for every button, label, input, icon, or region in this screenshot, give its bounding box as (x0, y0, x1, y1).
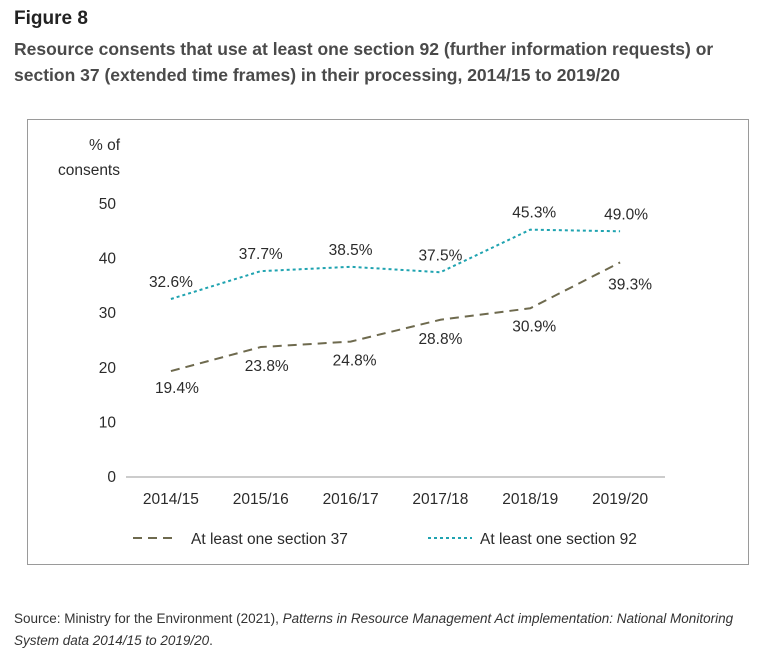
y-tick-label: 10 (99, 414, 117, 431)
data-label: 28.8% (418, 331, 462, 348)
y-tick-label: 40 (99, 251, 117, 268)
x-ticks: 2014/15 2015/16 2016/17 2017/18 2018/19 2019/… (143, 491, 649, 508)
y-axis-label-line2: consents (58, 162, 120, 179)
y-tick-label: 0 (107, 469, 116, 486)
legend: At least one section 37 At least one sect… (133, 531, 637, 548)
data-label: 32.6% (149, 274, 193, 291)
data-label: 45.3% (512, 205, 556, 222)
data-label: 19.4% (155, 380, 199, 397)
y-tick-label: 20 (99, 360, 117, 377)
y-ticks: 0 10 20 30 40 50 (99, 196, 117, 486)
data-label: 49.0% (604, 206, 648, 223)
data-label: 37.7% (239, 246, 283, 263)
data-label: 23.8% (245, 358, 289, 375)
x-tick-label: 2018/19 (502, 491, 558, 508)
data-labels: 19.4% 23.8% 24.8% 28.8% 30.9% 39.3% 32.6% 37.7%… (149, 205, 652, 397)
x-tick-label: 2016/17 (323, 491, 379, 508)
x-tick-label: 2015/16 (233, 491, 289, 508)
figure-title: Resource consents that use at least one … (14, 39, 714, 85)
y-tick-label: 50 (99, 196, 117, 213)
data-label: 37.5% (418, 247, 462, 264)
x-tick-label: 2014/15 (143, 491, 199, 508)
x-tick-label: 2017/18 (412, 491, 468, 508)
y-tick-label: 30 (99, 305, 117, 322)
data-label: 24.8% (333, 353, 377, 370)
series-line-section-37 (170, 261, 621, 373)
figure-label: Figure 8 (14, 8, 88, 29)
y-axis-label-line1: % of (89, 137, 121, 154)
source-suffix: . (209, 633, 213, 648)
series-line-section-92 (170, 228, 621, 300)
data-label: 30.9% (512, 318, 556, 335)
data-label: 38.5% (329, 242, 373, 259)
legend-label: At least one section 92 (480, 531, 637, 548)
x-tick-label: 2019/20 (592, 491, 648, 508)
source-prefix: Source: Ministry for the Environment (20… (14, 611, 283, 626)
series (170, 228, 621, 373)
data-label: 39.3% (608, 276, 652, 293)
source-note: Source: Ministry for the Environment (20… (14, 608, 754, 652)
legend-label: At least one section 37 (191, 531, 348, 548)
source-title: Patterns in Resource Management Act impl… (14, 611, 734, 648)
chart-frame (27, 119, 749, 565)
